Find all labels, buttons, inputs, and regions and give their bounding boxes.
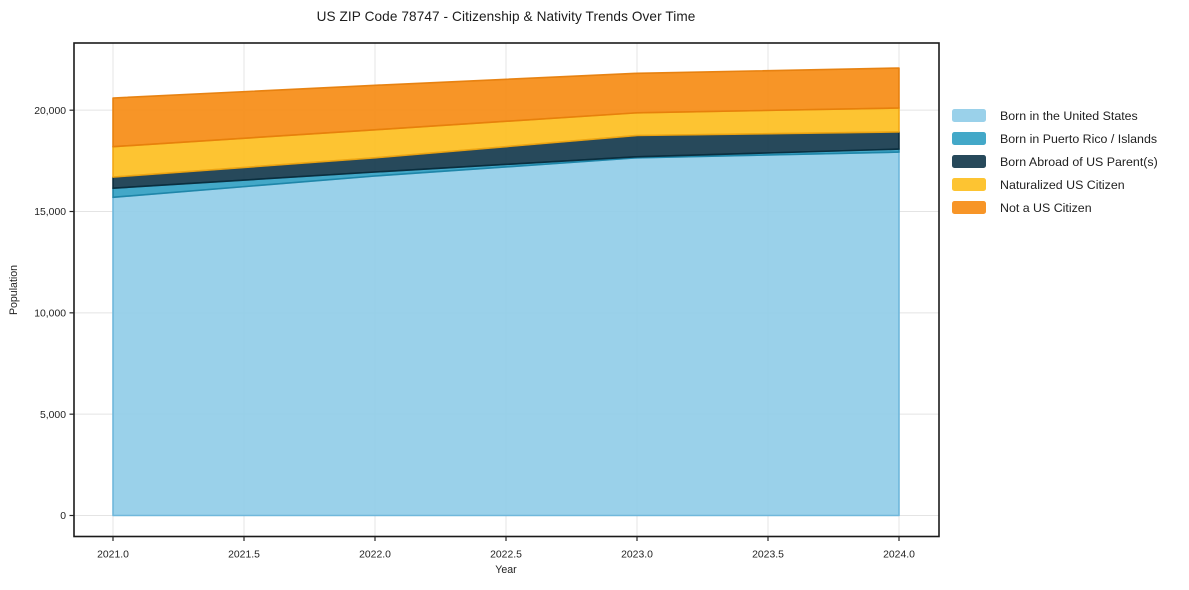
legend-item: Naturalized US Citizen — [952, 177, 1158, 192]
legend-label: Born in the United States — [1000, 108, 1138, 123]
legend-label: Naturalized US Citizen — [1000, 177, 1125, 192]
legend-item: Born in Puerto Rico / Islands — [952, 131, 1158, 146]
legend-label: Not a US Citizen — [1000, 200, 1092, 215]
legend-swatch-born-in-puerto-rico-islands — [952, 132, 986, 145]
x-tick-label: 2022.5 — [490, 550, 522, 561]
area-born-in-the-united-states — [112, 151, 900, 517]
legend-swatch-naturalized-us-citizen — [952, 178, 986, 191]
legend-label: Born in Puerto Rico / Islands — [1000, 131, 1158, 146]
legend-swatch-not-a-us-citizen — [952, 201, 986, 214]
x-tick-label: 2023.5 — [752, 550, 784, 561]
legend-item: Born in the United States — [952, 108, 1158, 123]
y-tick-label: 20,000 — [34, 106, 66, 117]
legend-label: Born Abroad of US Parent(s) — [1000, 154, 1158, 169]
area-not-a-us-citizen — [112, 67, 900, 148]
x-tick-label: 2023.0 — [621, 550, 653, 561]
x-tick-label: 2021.0 — [97, 550, 129, 561]
x-tick-label: 2021.5 — [228, 550, 260, 561]
y-tick-label: 0 — [60, 511, 66, 522]
legend: Born in the United States Born in Puerto… — [952, 109, 1158, 224]
legend-item: Born Abroad of US Parent(s) — [952, 154, 1158, 169]
legend-swatch-born-abroad-of-us-parents — [952, 155, 986, 168]
legend-item: Not a US Citizen — [952, 200, 1158, 215]
legend-swatch-born-in-the-united-states — [952, 109, 986, 122]
y-tick-label: 10,000 — [34, 308, 66, 319]
y-tick-label: 5,000 — [40, 410, 66, 421]
chart-title: US ZIP Code 78747 - Citizenship & Nativi… — [316, 9, 696, 24]
x-tick-label: 2024.0 — [883, 550, 915, 561]
x-tick-label: 2022.0 — [359, 550, 391, 561]
x-axis-label: Year — [495, 564, 517, 576]
y-tick-label: 15,000 — [34, 207, 66, 218]
